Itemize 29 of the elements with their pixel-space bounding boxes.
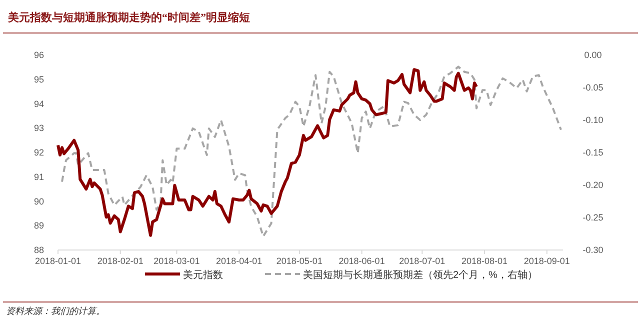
x-tick-label: 2018-05-01 — [276, 256, 322, 266]
y2-tick-label: -0.05 — [582, 82, 604, 92]
x-tick-label: 2018-09-01 — [524, 256, 570, 266]
y-tick-label: 89 — [34, 220, 44, 231]
legend-label: 美国短期与长期通胀预期差（领先2个月，%，右轴） — [303, 269, 538, 281]
y-tick-label: 94 — [34, 98, 44, 109]
y-tick-label: 95 — [34, 74, 44, 84]
y-tick-label: 96 — [34, 50, 44, 60]
x-tick-label: 2018-03-01 — [154, 256, 200, 266]
y2-tick-label: -0.30 — [582, 245, 604, 255]
chart-title: 美元指数与短期通胀预期走势的“时间差”明显缩短 — [7, 11, 250, 24]
x-tick-label: 2018-06-01 — [338, 256, 385, 266]
y-tick-label: 91 — [34, 172, 44, 182]
y-tick-label: 92 — [34, 148, 44, 158]
y2-tick-label: -0.25 — [582, 212, 604, 222]
x-tick-label: 2018-02-01 — [97, 256, 144, 266]
y2-tick-label: -0.10 — [582, 115, 604, 125]
y2-tick-label: -0.15 — [582, 148, 604, 158]
y-tick-label: 90 — [34, 196, 44, 206]
y2-tick-label: -0.20 — [582, 180, 604, 190]
x-tick-label: 2018-08-01 — [462, 256, 508, 266]
x-tick-label: 2018-01-01 — [34, 256, 82, 266]
y2-tick-label: 0.00 — [584, 50, 602, 60]
legend-label: 美元指数 — [183, 269, 223, 281]
x-tick-label: 2018-04-01 — [216, 256, 262, 266]
y-tick-label: 93 — [34, 123, 44, 134]
y-tick-label: 88 — [34, 245, 44, 255]
x-tick-label: 2018-07-01 — [399, 256, 446, 266]
text: 资料来源：我们的计算。 — [6, 306, 105, 316]
